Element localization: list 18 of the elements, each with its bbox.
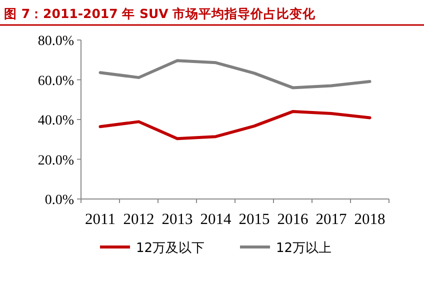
legend-label: 12万及以下 (136, 241, 205, 256)
x-tick-label: 2011 (85, 211, 116, 228)
y-tick-label: 60.0% (38, 74, 74, 89)
line-series (98, 110, 372, 140)
y-tick-label: 0.0% (44, 193, 74, 208)
x-tick-label: 2017 (316, 211, 347, 228)
x-tick-label: 2013 (162, 211, 193, 228)
legend-label: 12万以上 (276, 241, 332, 256)
y-tick-label: 80.0% (38, 34, 74, 49)
x-tick-label: 2018 (354, 211, 386, 228)
y-tick-label: 40.0% (38, 114, 74, 128)
x-tick-label: 2014 (200, 211, 232, 228)
x-tick-label: 2012 (123, 211, 154, 228)
line-series (98, 59, 372, 90)
chart-title: 图 7：2011-2017 年 SUV 市场平均指导价占比变化 (4, 6, 317, 21)
y-tick-label: 20.0% (38, 153, 74, 168)
x-tick-label: 2015 (238, 211, 270, 228)
x-tick-label: 2016 (277, 211, 308, 228)
